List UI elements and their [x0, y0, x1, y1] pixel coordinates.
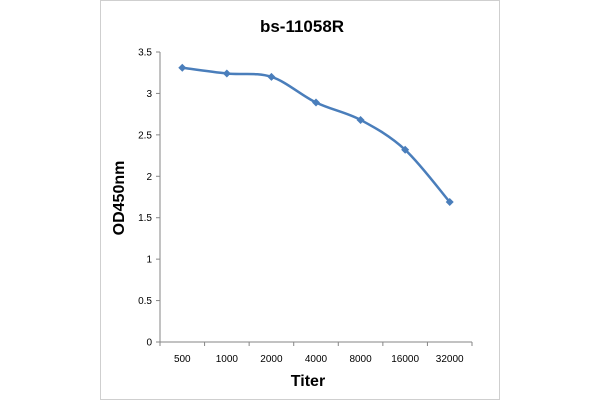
- y-tick-label: 0.5: [138, 296, 152, 307]
- x-axis-title: Titer: [291, 373, 325, 390]
- x-tick-label: 1000: [216, 354, 239, 365]
- y-tick-label: 3: [146, 89, 152, 100]
- y-tick-label: 2.5: [138, 130, 152, 141]
- series-line: [182, 66, 451, 203]
- data-point-marker: [222, 69, 231, 78]
- data-point-marker: [356, 115, 365, 124]
- y-axis-ticks: 0 0.5 1 1.5 2 2.5 3 3.5: [138, 48, 160, 349]
- data-point-marker: [312, 98, 320, 107]
- y-tick-label: 0: [146, 338, 152, 349]
- y-tick-label: 3.5: [138, 48, 152, 59]
- x-tick-label: 2000: [260, 354, 283, 365]
- x-tick-label: 32000: [436, 354, 464, 365]
- data-point-marker: [445, 197, 454, 206]
- x-tick-label: 4000: [305, 354, 328, 365]
- y-axis-title: OD450nm: [111, 161, 128, 236]
- series-markers: [178, 63, 454, 206]
- x-tick-label: 16000: [391, 354, 419, 365]
- data-point-marker: [401, 145, 410, 154]
- y-tick-label: 1.5: [138, 213, 152, 224]
- x-tick-label: 500: [174, 354, 191, 365]
- data-point-marker: [178, 63, 187, 72]
- y-tick-label: 2: [146, 172, 152, 183]
- y-tick-label: 1: [146, 255, 152, 266]
- chart-frame: [100, 0, 500, 400]
- chart-title: bs-11058R: [260, 17, 344, 36]
- x-tick-label: 8000: [349, 354, 372, 365]
- data-point-marker: [267, 72, 276, 81]
- x-axis-ticks: 500 1000 2000 4000 8000 16000 32000: [159, 342, 473, 365]
